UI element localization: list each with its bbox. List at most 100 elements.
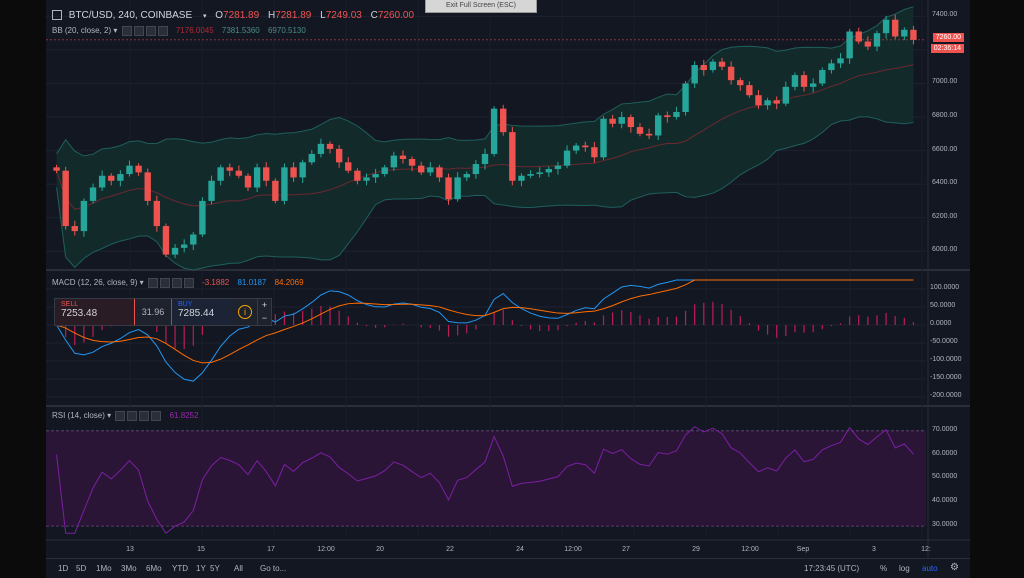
candle-body: [691, 65, 698, 84]
eye-icon[interactable]: [147, 278, 158, 288]
candle-body: [144, 172, 151, 201]
range-button-6mo[interactable]: 6Mo: [146, 564, 162, 573]
symbol-label[interactable]: BTC/USD, 240, COINBASE: [68, 10, 193, 21]
time-axis-label: 12:00: [741, 546, 759, 553]
candle-body: [855, 31, 862, 42]
candle-body: [117, 174, 124, 181]
range-button-1y[interactable]: 1Y: [196, 564, 206, 573]
exit-fullscreen-tip[interactable]: Exit Full Screen (ESC): [425, 0, 537, 13]
candle-body: [837, 58, 844, 64]
sell-button[interactable]: SELL 7253.48: [55, 299, 135, 325]
countdown-tag: 02:36:14: [930, 44, 964, 53]
price-axis-label: 6400.00: [932, 179, 958, 187]
buy-price: 7285.44: [178, 308, 215, 319]
candle-body: [281, 167, 288, 201]
settings-gear-icon[interactable]: ⚙: [950, 562, 959, 573]
candle-body: [737, 80, 744, 86]
candle-body: [217, 167, 224, 181]
close-icon[interactable]: [145, 26, 156, 36]
range-button-1mo[interactable]: 1Mo: [96, 564, 112, 573]
more-icon[interactable]: [157, 26, 168, 36]
candle-body: [235, 170, 243, 176]
candle-body: [308, 153, 315, 163]
candle-body: [317, 143, 325, 154]
range-button-5y[interactable]: 5Y: [210, 564, 220, 573]
time-axis-label: 17: [267, 546, 275, 553]
candle-body: [153, 200, 161, 227]
chart-area[interactable]: BTC/USD, 240, COINBASE ▾ O7281.89 H7281.…: [46, 0, 970, 578]
macd-line: [56, 279, 914, 382]
close-icon[interactable]: [171, 278, 182, 288]
range-button-3mo[interactable]: 3Mo: [121, 564, 137, 573]
percent-toggle[interactable]: %: [880, 564, 888, 573]
eye-icon[interactable]: [115, 411, 126, 421]
time-axis-label: 3: [872, 546, 876, 553]
log-toggle[interactable]: log: [899, 564, 910, 573]
candle-body: [253, 167, 261, 188]
range-button-1d[interactable]: 1D: [58, 564, 69, 573]
candle-body: [272, 180, 279, 201]
candle-body: [582, 145, 589, 148]
candle-body: [636, 127, 644, 134]
close-icon[interactable]: [139, 411, 150, 421]
minus-button[interactable]: −: [257, 312, 271, 325]
sell-label: SELL: [61, 301, 79, 308]
eye-icon[interactable]: [121, 26, 132, 36]
range-button-ytd[interactable]: YTD: [172, 564, 188, 573]
range-button-5d[interactable]: 5D: [76, 564, 87, 573]
bb-legend[interactable]: BB (20, close, 2) ▾ 7176.0045 7381.5360 …: [52, 26, 306, 36]
rsi-label: RSI (14, close): [52, 411, 105, 421]
signal-value: 84.2069: [274, 278, 304, 288]
close-value: 7260.00: [377, 10, 415, 21]
time-axis-label: 20: [376, 546, 384, 553]
more-icon[interactable]: [151, 411, 162, 421]
rsi-axis-label: 70.0000: [932, 425, 958, 433]
candle-body: [873, 33, 881, 47]
candle-body: [809, 83, 817, 87]
symbol-search-icon[interactable]: [52, 10, 62, 21]
rsi-axis-label: 30.0000: [932, 521, 958, 529]
candle-body: [363, 177, 370, 181]
range-button-all[interactable]: All: [234, 564, 243, 573]
time-axis-label: 22: [446, 546, 454, 553]
rsi-legend[interactable]: RSI (14, close) ▾ 61.8252: [52, 411, 199, 421]
more-icon[interactable]: [183, 278, 194, 288]
candle-body: [764, 100, 771, 106]
high-label: H: [267, 10, 276, 21]
buy-button[interactable]: BUY 7285.44: [171, 299, 233, 325]
rsi-line: [56, 426, 914, 534]
candle-body: [901, 29, 908, 37]
quantity-stepper[interactable]: + −: [257, 299, 271, 325]
signal-line: [56, 279, 914, 364]
macd-axis-label: -150.0000: [930, 374, 962, 381]
candle-body: [545, 169, 553, 173]
macd-legend[interactable]: MACD (12, 26, close, 9) ▾ -3.1882 81.018…: [52, 278, 304, 288]
candle-body: [509, 132, 516, 181]
candle-body: [746, 85, 753, 96]
auto-toggle[interactable]: auto: [922, 564, 938, 573]
plus-button[interactable]: +: [257, 299, 271, 312]
candle-body: [71, 226, 78, 232]
candle-body: [244, 175, 252, 188]
time-axis-label: Sep: [796, 546, 810, 553]
candle-body: [98, 175, 106, 188]
info-button[interactable]: i: [233, 299, 257, 325]
candle-body: [445, 177, 452, 200]
settings-icon[interactable]: [127, 411, 138, 421]
candle-body: [299, 162, 306, 178]
candle-body: [436, 167, 443, 178]
rsi-axis-label: 40.0000: [932, 497, 958, 505]
candle-body: [345, 162, 352, 171]
chart-canvas[interactable]: [46, 0, 970, 578]
clock: 17:23:45 (UTC): [804, 564, 860, 573]
symbol-dropdown-icon[interactable]: ▾: [202, 13, 207, 20]
settings-icon[interactable]: [159, 278, 170, 288]
candle-body: [627, 117, 635, 128]
open-value: 7281.89: [223, 10, 260, 21]
macd-hist-value: -3.1882: [202, 278, 230, 288]
macd-axis-label: -200.0000: [930, 392, 962, 399]
candle-body: [263, 167, 270, 181]
goto-button[interactable]: Go to...: [260, 564, 287, 573]
settings-icon[interactable]: [133, 26, 144, 36]
candle-body: [819, 70, 826, 84]
